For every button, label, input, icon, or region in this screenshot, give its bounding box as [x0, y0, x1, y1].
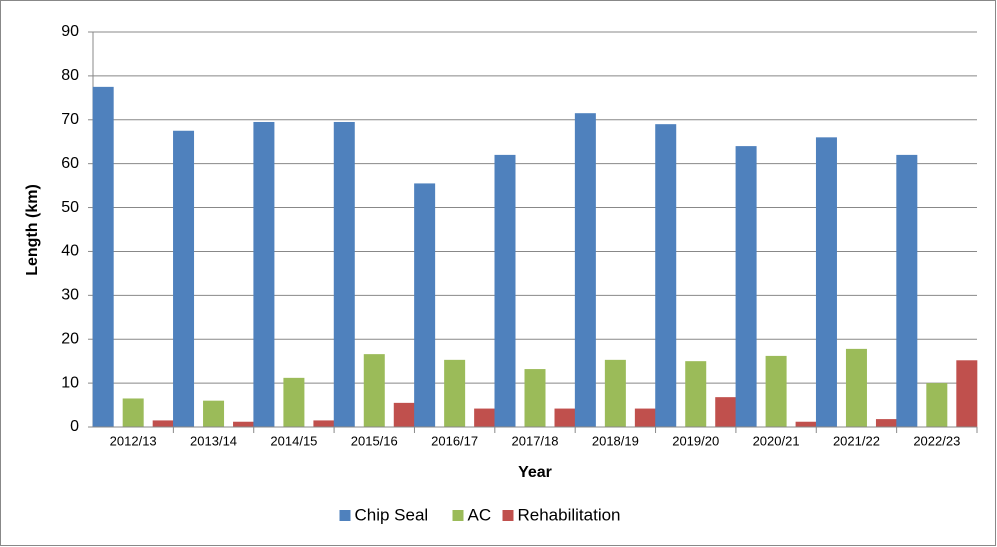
bar: [765, 355, 787, 427]
bar: [655, 124, 677, 428]
bar: [795, 421, 817, 427]
legend-swatch: [339, 510, 351, 521]
x-tick-label: 2022/23: [913, 433, 960, 448]
legend-label: Chip Seal: [355, 505, 429, 524]
bar: [333, 121, 355, 427]
bar: [173, 130, 195, 427]
bar: [845, 348, 867, 427]
bar: [554, 408, 576, 427]
x-tick-label: 2020/21: [753, 433, 800, 448]
y-axis-label: Length (km): [24, 184, 41, 276]
bar: [875, 419, 897, 427]
bar: [363, 354, 385, 427]
legend-label: Rehabilitation: [518, 505, 621, 524]
bar: [815, 137, 837, 428]
y-tick-label: 90: [61, 23, 79, 40]
bar: [524, 369, 546, 427]
x-tick-label: 2015/16: [351, 433, 398, 448]
x-tick-label: 2019/20: [672, 433, 719, 448]
bar: [604, 359, 626, 427]
bar: [253, 121, 275, 427]
bar: [474, 408, 496, 427]
bar: [685, 361, 707, 427]
x-tick-label: 2016/17: [431, 433, 478, 448]
bar: [313, 420, 335, 427]
bar: [283, 377, 305, 427]
bar: [393, 402, 415, 427]
y-tick-label: 10: [61, 374, 79, 391]
x-tick-label: 2014/15: [270, 433, 317, 448]
y-tick-label: 60: [61, 155, 79, 172]
x-tick-label: 2017/18: [512, 433, 559, 448]
legend-label: AC: [468, 505, 492, 524]
bar: [574, 113, 596, 427]
y-tick-label: 30: [61, 287, 79, 304]
y-tick-label: 0: [70, 418, 79, 435]
bar: [444, 359, 466, 427]
bar: [152, 420, 174, 427]
y-tick-label: 80: [61, 67, 79, 84]
bar: [634, 408, 656, 427]
bar: [92, 86, 114, 427]
x-tick-label: 2012/13: [110, 433, 157, 448]
bar: [233, 421, 255, 427]
legend-swatch: [452, 510, 464, 521]
y-tick-label: 40: [61, 243, 79, 260]
x-tick-label: 2013/14: [190, 433, 237, 448]
bar: [715, 397, 737, 427]
legend-swatch: [502, 510, 514, 521]
bar: [414, 183, 436, 427]
x-tick-label: 2021/22: [833, 433, 880, 448]
x-tick-label: 2018/19: [592, 433, 639, 448]
bar: [494, 154, 516, 427]
y-tick-label: 70: [61, 111, 79, 128]
bar: [203, 400, 225, 427]
y-tick-label: 20: [61, 330, 79, 347]
bar: [896, 154, 918, 427]
bar: [926, 383, 948, 427]
x-axis-label: Year: [518, 464, 552, 481]
bar: [735, 146, 757, 427]
bar: [122, 398, 144, 427]
bar: [956, 360, 978, 427]
y-tick-label: 50: [61, 199, 79, 216]
